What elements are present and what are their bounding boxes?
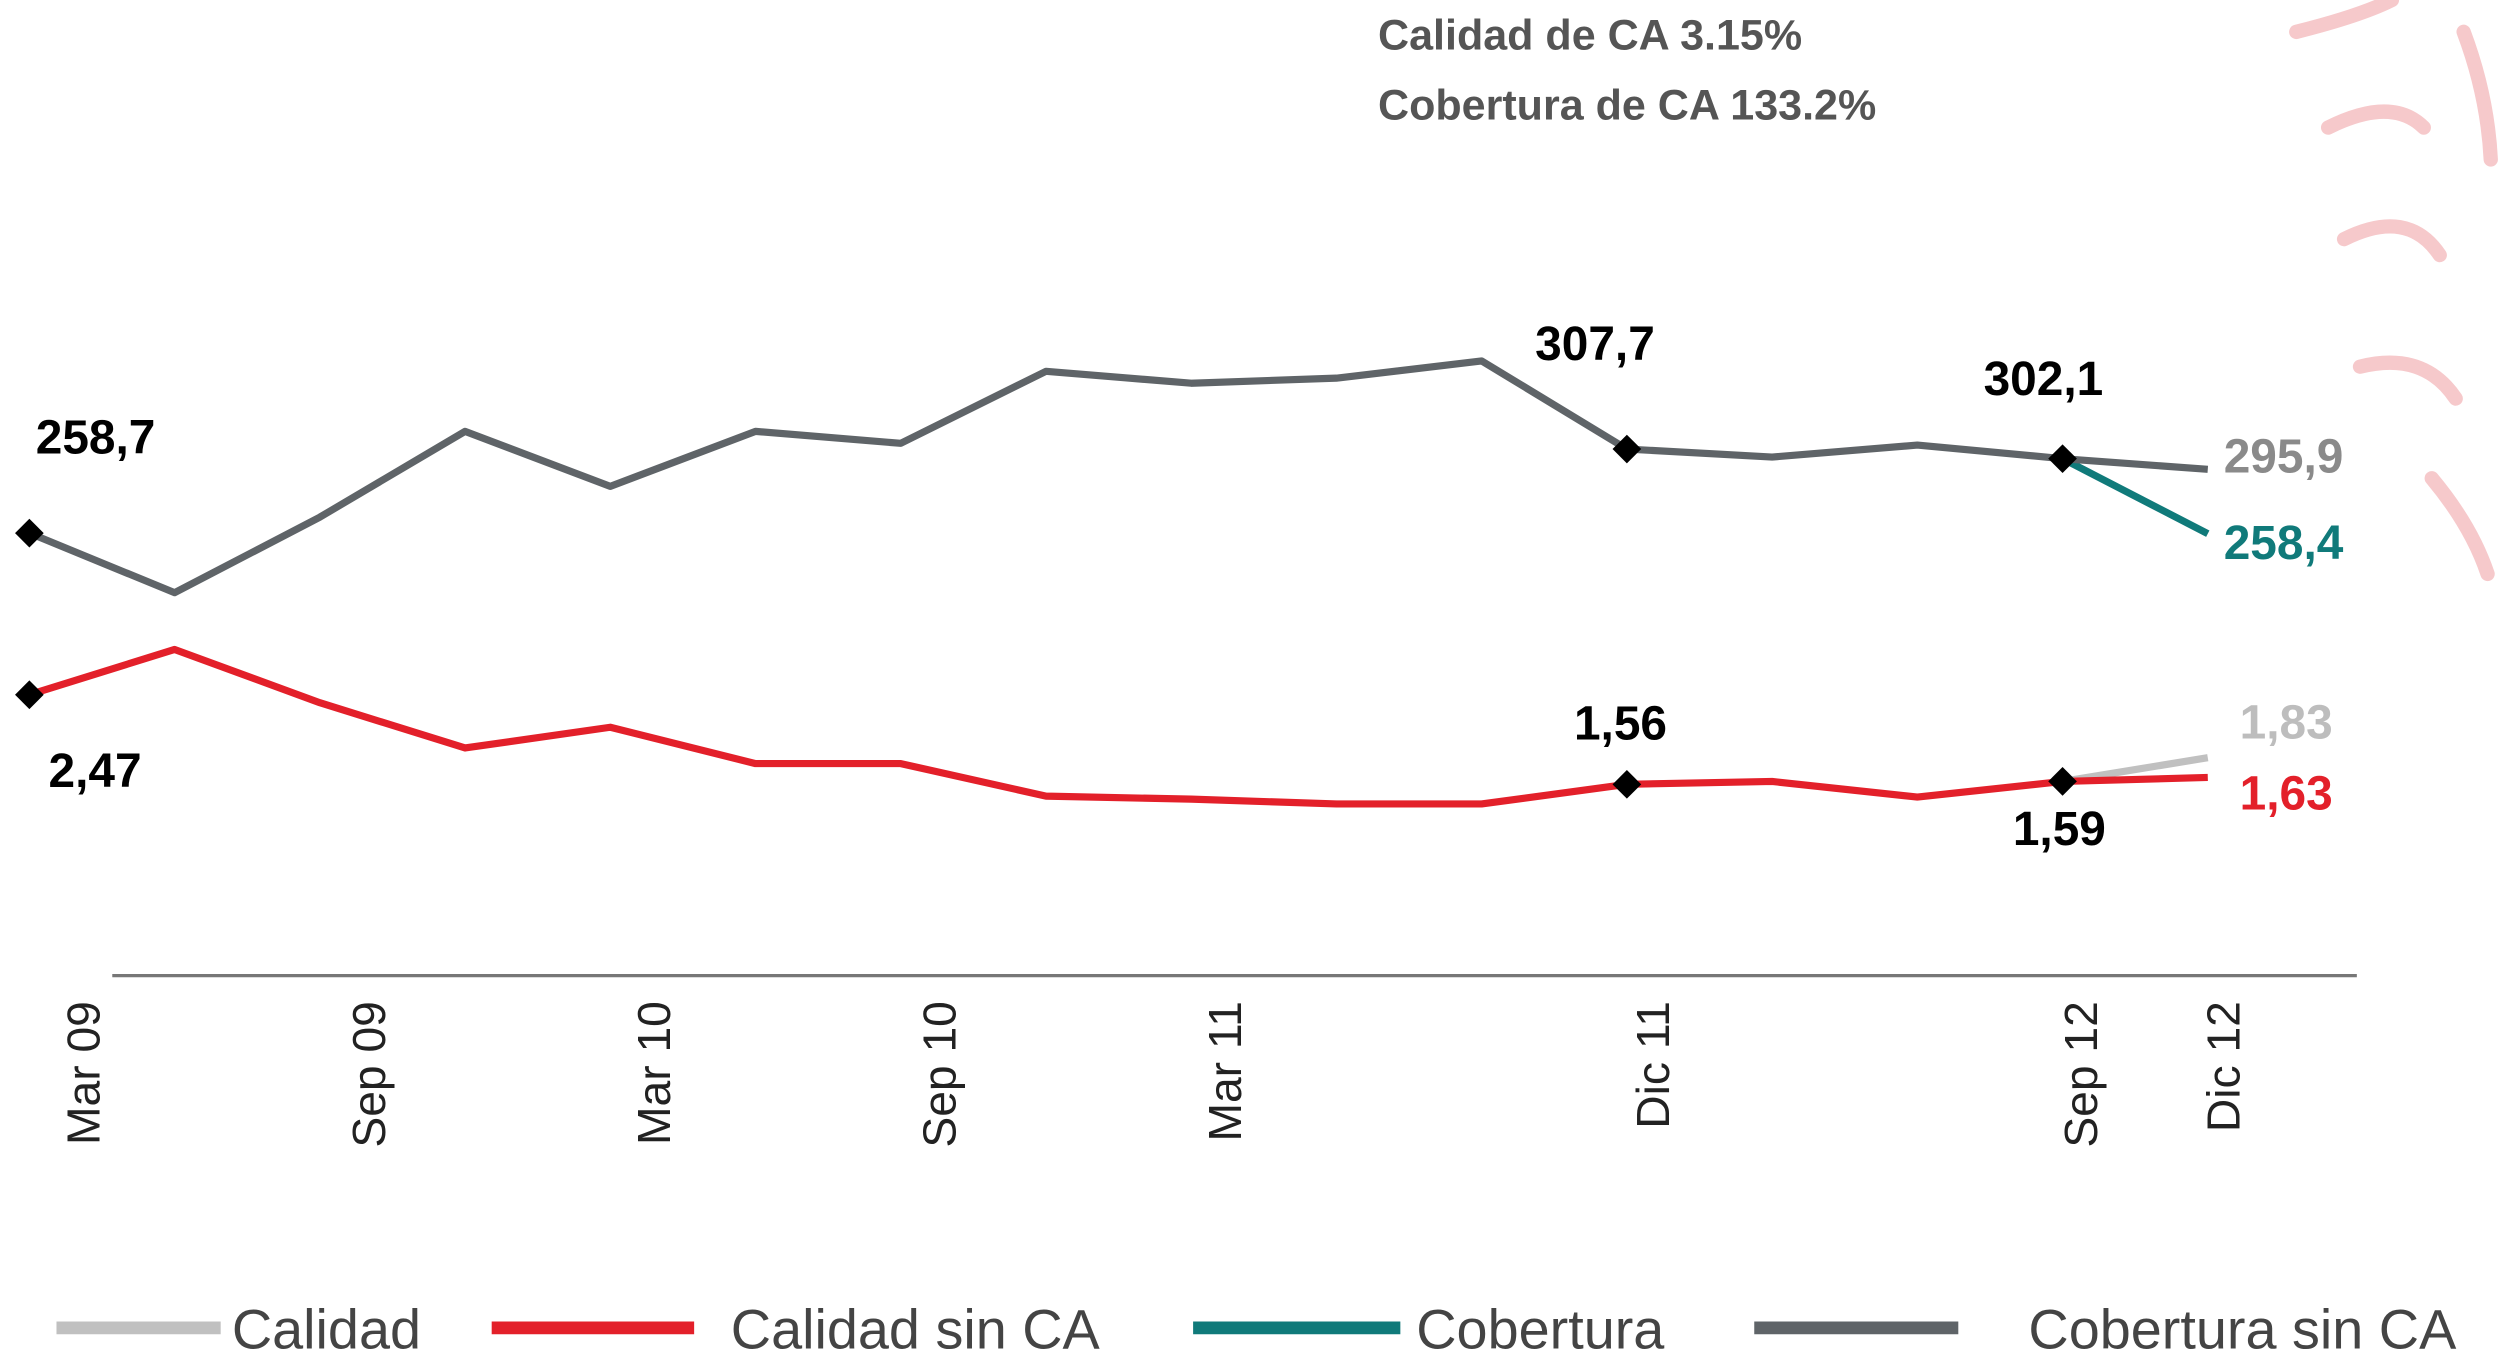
data-label: 1,56 [1574, 698, 1667, 751]
point-marker [15, 518, 44, 548]
point-marker [1612, 769, 1642, 799]
data-label: 258,4 [2224, 517, 2344, 570]
x-tick-label: Mar 09 [58, 1001, 110, 1145]
x-tick-label: Sep 09 [343, 1001, 395, 1148]
point-marker [15, 680, 44, 710]
data-label: 1,83 [2240, 697, 2333, 750]
x-tick-label: Dic 11 [1627, 1001, 1679, 1129]
point-marker [1612, 434, 1642, 464]
legend-label: Calidad sin CA [731, 1298, 1101, 1361]
data-label: 302,1 [1984, 353, 2104, 406]
legend-label: Calidad [232, 1298, 421, 1361]
point-marker [2048, 767, 2077, 796]
x-tick-label: Dic 12 [2198, 1001, 2250, 1132]
legend-label: Cobertura [1416, 1298, 1665, 1361]
x-tick-label: Mar 11 [1199, 1001, 1251, 1141]
series-line [28, 357, 2209, 597]
series-line [28, 645, 2208, 808]
legend-label: Cobertura sin CA [2028, 1298, 2457, 1361]
decoration [2289, 0, 2498, 582]
x-tick-label: Sep 12 [2055, 1001, 2107, 1148]
data-label: 2,47 [49, 745, 142, 798]
data-label: 295,9 [2224, 430, 2344, 483]
point-marker [2048, 444, 2077, 474]
data-label: 1,59 [2013, 803, 2106, 856]
data-label: 1,63 [2240, 767, 2333, 820]
annotation: Calidad de CA 3.15% [1378, 11, 1802, 59]
series-line [2060, 455, 2210, 537]
x-tick-label: Sep 10 [914, 1001, 966, 1148]
data-label: 307,7 [1535, 318, 1655, 371]
x-tick-label: Mar 10 [628, 1001, 680, 1145]
data-label: 258,7 [36, 411, 156, 464]
annotation: Cobertura de CA 133.2% [1378, 82, 1876, 130]
